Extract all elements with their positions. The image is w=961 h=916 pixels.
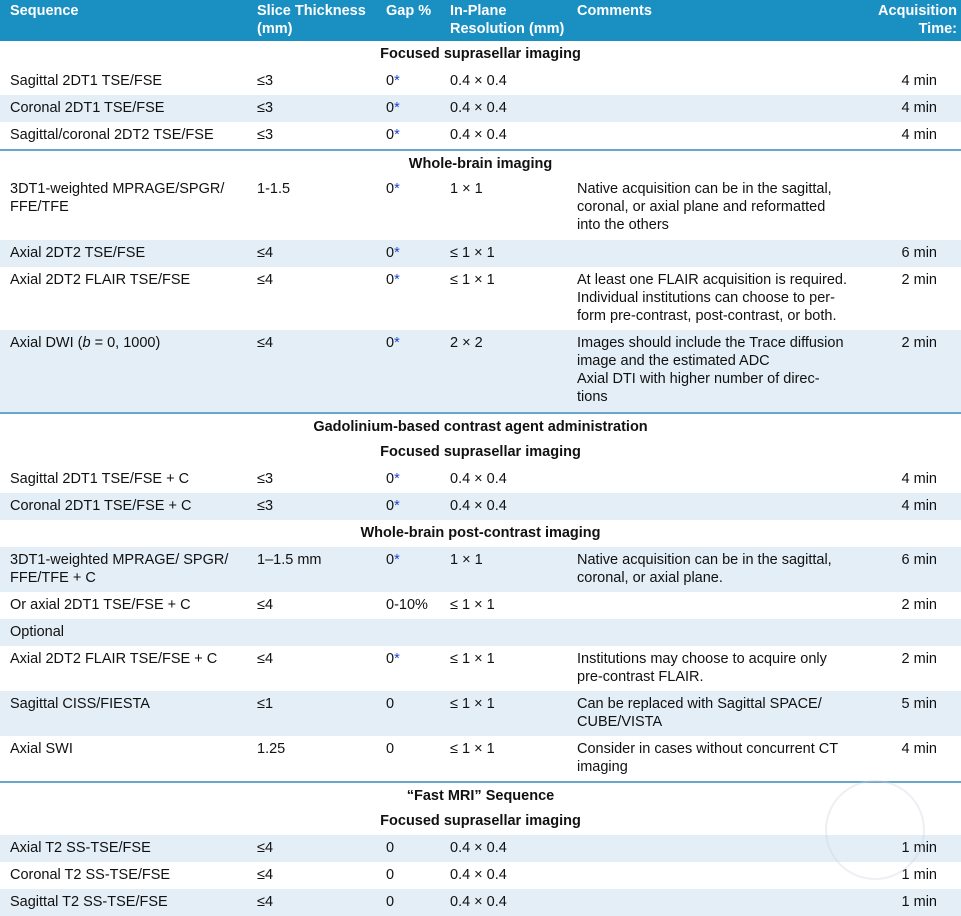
header-in-plane: In-Plane Resolution (mm) xyxy=(450,3,565,37)
section-heading: Whole-brain imaging xyxy=(0,149,961,176)
section-heading: Focused suprasellar imaging xyxy=(380,444,581,460)
table-row: Coronal 2DT1 TSE/FSE ≤3 0* 0.4 × 0.4 4 min xyxy=(0,95,961,122)
table-row: Sagittal 2DT1 TSE/FSE + C ≤3 0* 0.4 × 0.4… xyxy=(0,466,961,493)
table-row: Sagittal CISS/FIESTA ≤1 0 ≤ 1 × 1 Can be … xyxy=(0,691,961,736)
table-header: Sequence Slice Thickness (mm) Gap % In-Pl… xyxy=(0,0,961,41)
table-row: Axial 2DT2 FLAIR TSE/FSE ≤4 0* ≤ 1 × 1 At… xyxy=(0,267,961,330)
section-heading: Focused suprasellar imaging xyxy=(380,813,581,829)
header-slice-thickness: Slice Thickness (mm) xyxy=(257,3,366,37)
table-row: Coronal T2 SS-TSE/FSE ≤4 0 0.4 × 0.4 1 min xyxy=(0,862,961,889)
table-row: Axial 2DT2 FLAIR TSE/FSE + C ≤4 0* ≤ 1 × … xyxy=(0,646,961,691)
header-sequence: Sequence xyxy=(10,3,79,19)
table-row: Optional xyxy=(0,619,961,646)
table-row: Sagittal T2 SS-TSE/FSE ≤4 0 0.4 × 0.4 1 mi… xyxy=(0,889,961,916)
section-heading: “Fast MRI” Sequence xyxy=(0,781,961,808)
table-row: Sagittal 2DT1 TSE/FSE ≤3 0* 0.4 × 0.4 4 mi… xyxy=(0,68,961,95)
table-row: 3DT1-weighted MPRAGE/SPGR/FFE/TFE 1-1.5 … xyxy=(0,176,961,240)
table-row: Or axial 2DT1 TSE/FSE + C ≤4 0-10% ≤ 1 × … xyxy=(0,592,961,619)
table-row: 3DT1-weighted MPRAGE/ SPGR/FFE/TFE + C 1… xyxy=(0,547,961,592)
table-row: Axial SWI 1.25 0 ≤ 1 × 1 Consider in case… xyxy=(0,736,961,781)
section-heading: Gadolinium-based contrast agent administ… xyxy=(0,412,961,439)
header-comments: Comments xyxy=(577,3,652,19)
table-row: Axial T2 SS-TSE/FSE ≤4 0 0.4 × 0.4 1 min xyxy=(0,835,961,862)
header-acquisition-time: Acquisition Time: xyxy=(878,3,957,37)
table-row: Sagittal/coronal 2DT2 TSE/FSE ≤3 0* 0.4 ×… xyxy=(0,122,961,149)
header-gap: Gap % xyxy=(386,3,432,19)
watermark-seal xyxy=(825,780,925,880)
section-heading: Focused suprasellar imaging xyxy=(380,46,581,62)
table-row: Coronal 2DT1 TSE/FSE + C ≤3 0* 0.4 × 0.4 4… xyxy=(0,493,961,520)
table-row: Axial DWI (b = 0, 1000) ≤4 0* 2 × 2 Imag… xyxy=(0,330,961,412)
section-heading: Whole-brain post-contrast imaging xyxy=(360,525,601,541)
